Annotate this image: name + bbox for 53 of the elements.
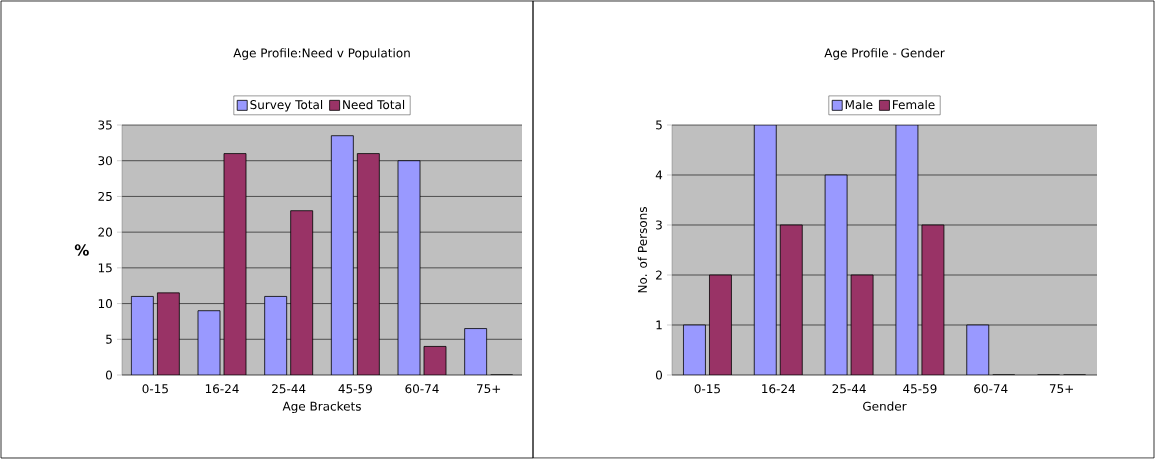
y-tick-label: 20 (98, 227, 113, 237)
bar (895, 125, 919, 375)
y-tick-label: 1 (656, 320, 662, 330)
y-tick-label: 10 (98, 299, 113, 309)
y-tick-label: 2 (656, 270, 662, 280)
x-tick-label: 25-44 (272, 384, 306, 394)
chart-title: Age Profile - Gender (824, 48, 945, 60)
x-tick-label: 0-15 (142, 384, 168, 394)
x-tick-label: 16-24 (205, 384, 239, 394)
y-tick-label: 3 (656, 220, 662, 230)
bar (683, 324, 706, 375)
bar (709, 274, 732, 375)
bar (156, 292, 180, 375)
legend-label: Female (893, 99, 935, 110)
bar (966, 324, 990, 375)
bar (130, 296, 154, 375)
y-tick-label: 15 (98, 263, 112, 273)
x-tick-label: 16-24 (762, 384, 796, 394)
y-axis-title: No. of Persons (637, 207, 647, 293)
bar (330, 135, 354, 375)
legend-label: Survey Total (250, 99, 323, 112)
bar (753, 125, 777, 375)
bar (397, 160, 421, 375)
y-tick-label: 5 (106, 334, 112, 344)
x-tick-label: 60-74 (974, 384, 1008, 394)
x-tick-label: 45-59 (338, 384, 372, 394)
legend-label: Male (845, 99, 873, 110)
x-axis-title: Age Brackets (282, 401, 361, 414)
y-tick-label: 35 (98, 120, 112, 130)
y-tick-label: 0 (105, 370, 113, 380)
bar (779, 224, 803, 375)
y-tick-label: 4 (655, 170, 663, 180)
bar (290, 210, 314, 375)
bar (223, 153, 247, 375)
y-tick-label: 30 (98, 156, 113, 166)
bar (356, 153, 380, 375)
x-tick-label: 25-44 (832, 384, 866, 394)
y-tick-label: 0 (655, 370, 663, 380)
bar (464, 328, 488, 375)
x-tick-label: 45-59 (903, 384, 937, 394)
x-tick-label: 0-15 (694, 384, 720, 394)
chart-title: Age Profile:Need v Population (233, 48, 410, 60)
x-tick-label: 75+ (1049, 384, 1073, 394)
y-tick-label: 5 (656, 120, 662, 130)
y-tick-label: 25 (98, 191, 112, 201)
bar (824, 174, 848, 375)
x-tick-label: 75+ (477, 384, 501, 394)
x-tick-label: 60-74 (405, 384, 439, 394)
x-axis-title: Gender (863, 401, 907, 411)
y-axis-title: % (74, 244, 89, 256)
bar (264, 296, 288, 375)
bar (921, 224, 945, 375)
legend-label: Need Total (343, 99, 405, 110)
